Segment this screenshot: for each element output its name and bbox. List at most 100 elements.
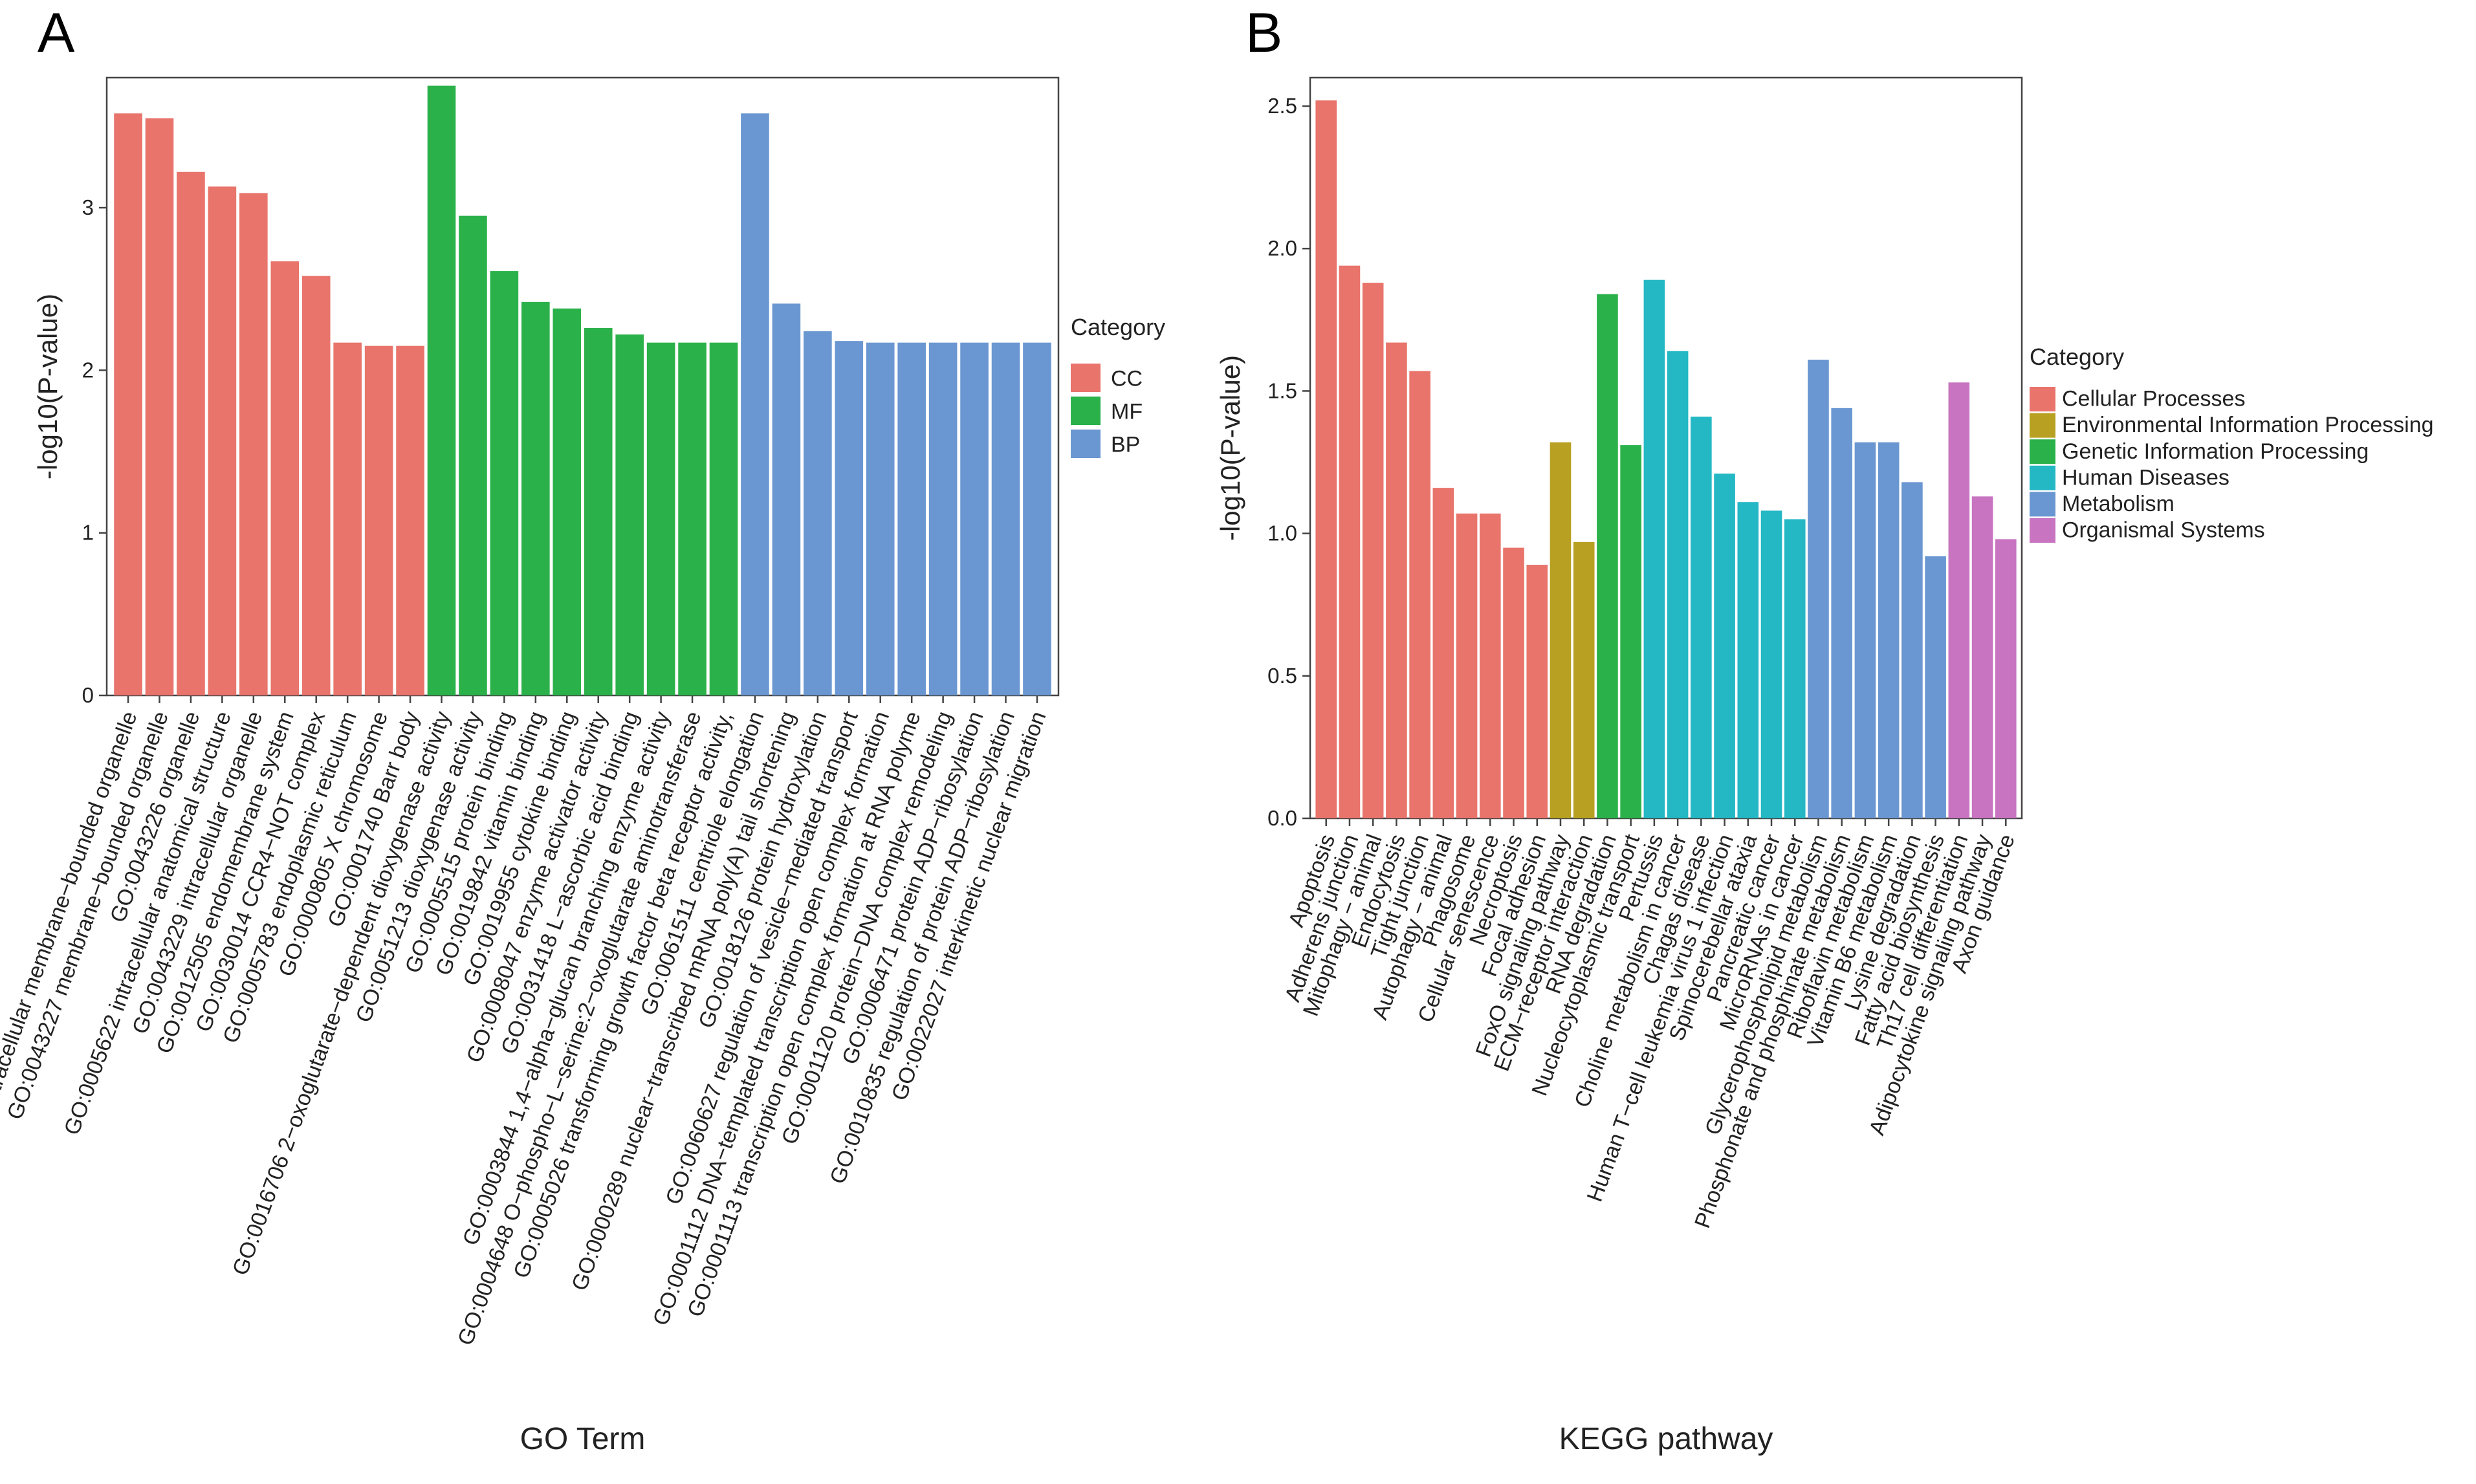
bar bbox=[1854, 442, 1876, 818]
legend-title: Category bbox=[2030, 344, 2124, 370]
legend-label: Environmental Information Processing bbox=[2062, 413, 2434, 437]
panel-letter: B bbox=[1245, 2, 1282, 64]
bar bbox=[177, 171, 205, 695]
bar bbox=[396, 345, 424, 695]
bar bbox=[1667, 351, 1689, 818]
y-tick-label: 0.5 bbox=[1267, 664, 1297, 688]
legend: Category Cellular ProcessesEnvironmental … bbox=[2030, 344, 2434, 543]
panel-letter: A bbox=[38, 2, 75, 64]
y-tick-label: 3 bbox=[82, 195, 94, 219]
bar bbox=[1409, 371, 1430, 818]
bar bbox=[741, 113, 769, 695]
legend-title: Category bbox=[1071, 314, 1165, 340]
legend-swatch bbox=[2030, 492, 2055, 517]
bar bbox=[1526, 565, 1548, 818]
bar bbox=[1643, 279, 1665, 818]
bar bbox=[333, 342, 362, 695]
bar bbox=[114, 113, 142, 695]
bar bbox=[1456, 513, 1478, 818]
bar bbox=[364, 345, 393, 695]
bar bbox=[1925, 556, 1946, 818]
legend-swatch bbox=[2030, 387, 2055, 411]
bar bbox=[615, 334, 644, 695]
legend-label: Genetic Information Processing bbox=[2062, 439, 2369, 464]
bar bbox=[1971, 496, 1993, 818]
y-tick-label: 1.0 bbox=[1267, 521, 1297, 545]
legend-label: Organismal Systems bbox=[2062, 518, 2265, 543]
bar bbox=[772, 303, 801, 695]
bar bbox=[553, 308, 582, 695]
bar bbox=[427, 85, 456, 695]
y-tick-label: 0.0 bbox=[1267, 806, 1297, 830]
bar bbox=[709, 342, 738, 695]
bar bbox=[804, 331, 832, 695]
bar bbox=[991, 342, 1020, 695]
bar bbox=[1831, 408, 1853, 818]
legend-swatch bbox=[2030, 439, 2055, 464]
bar bbox=[678, 342, 707, 695]
bar bbox=[1714, 474, 1735, 818]
legend-label: BP bbox=[1111, 432, 1140, 457]
bar bbox=[459, 215, 487, 695]
bar bbox=[1808, 359, 1829, 818]
bar bbox=[1995, 539, 2017, 818]
bar bbox=[960, 342, 989, 695]
legend-swatch bbox=[2030, 465, 2055, 490]
legend-label: Human Diseases bbox=[2062, 465, 2229, 490]
bar bbox=[1503, 547, 1524, 818]
legend-label: Metabolism bbox=[2062, 492, 2175, 516]
bar bbox=[1901, 482, 1923, 818]
bar bbox=[1878, 442, 1900, 818]
bar bbox=[270, 261, 300, 696]
bar bbox=[301, 276, 331, 696]
legend-swatch bbox=[2030, 413, 2055, 438]
bar bbox=[897, 342, 926, 695]
bar bbox=[866, 342, 895, 695]
bar bbox=[1760, 510, 1782, 818]
legend-label: MF bbox=[1111, 399, 1143, 424]
y-tick-label: 1.5 bbox=[1267, 378, 1297, 402]
legend-swatch bbox=[2030, 518, 2055, 543]
bar bbox=[646, 342, 675, 695]
bar bbox=[239, 193, 268, 695]
bar bbox=[1691, 417, 1712, 818]
bar bbox=[145, 118, 174, 695]
bar bbox=[1432, 488, 1454, 818]
legend-label: CC bbox=[1111, 366, 1143, 391]
y-tick-label: 2.5 bbox=[1267, 94, 1297, 118]
y-tick-label: 2 bbox=[82, 358, 94, 382]
plot-frame bbox=[1309, 76, 2023, 820]
bar bbox=[1023, 342, 1051, 695]
bar bbox=[1620, 445, 1641, 818]
bar bbox=[1479, 513, 1501, 818]
legend-swatch bbox=[1071, 397, 1101, 425]
legend-swatch bbox=[1071, 364, 1101, 392]
x-axis-title: GO Term bbox=[520, 1422, 646, 1456]
bar bbox=[1784, 519, 1806, 818]
bar bbox=[584, 328, 613, 695]
y-tick-label: 0 bbox=[82, 683, 94, 707]
bar bbox=[208, 186, 237, 695]
legend-label: Cellular Processes bbox=[2062, 387, 2245, 411]
bar bbox=[1948, 382, 1970, 818]
bar bbox=[835, 341, 864, 695]
plot-frame bbox=[105, 76, 1060, 697]
bar bbox=[1339, 265, 1361, 819]
x-axis-title: KEGG pathway bbox=[1559, 1422, 1773, 1456]
y-tick-label: 2.0 bbox=[1267, 236, 1297, 260]
bar bbox=[1362, 283, 1384, 819]
y-axis-title: -log10(P-value) bbox=[32, 294, 63, 479]
bar bbox=[490, 271, 519, 695]
y-axis-title: -log10(P-value) bbox=[1215, 355, 1245, 541]
y-tick-label: 1 bbox=[82, 521, 94, 545]
bar bbox=[1737, 502, 1759, 818]
bar bbox=[928, 342, 958, 695]
legend-swatch bbox=[1071, 430, 1101, 458]
bar bbox=[1550, 442, 1572, 818]
bar bbox=[1386, 342, 1407, 818]
bar bbox=[1315, 100, 1337, 819]
bar bbox=[1573, 541, 1595, 818]
